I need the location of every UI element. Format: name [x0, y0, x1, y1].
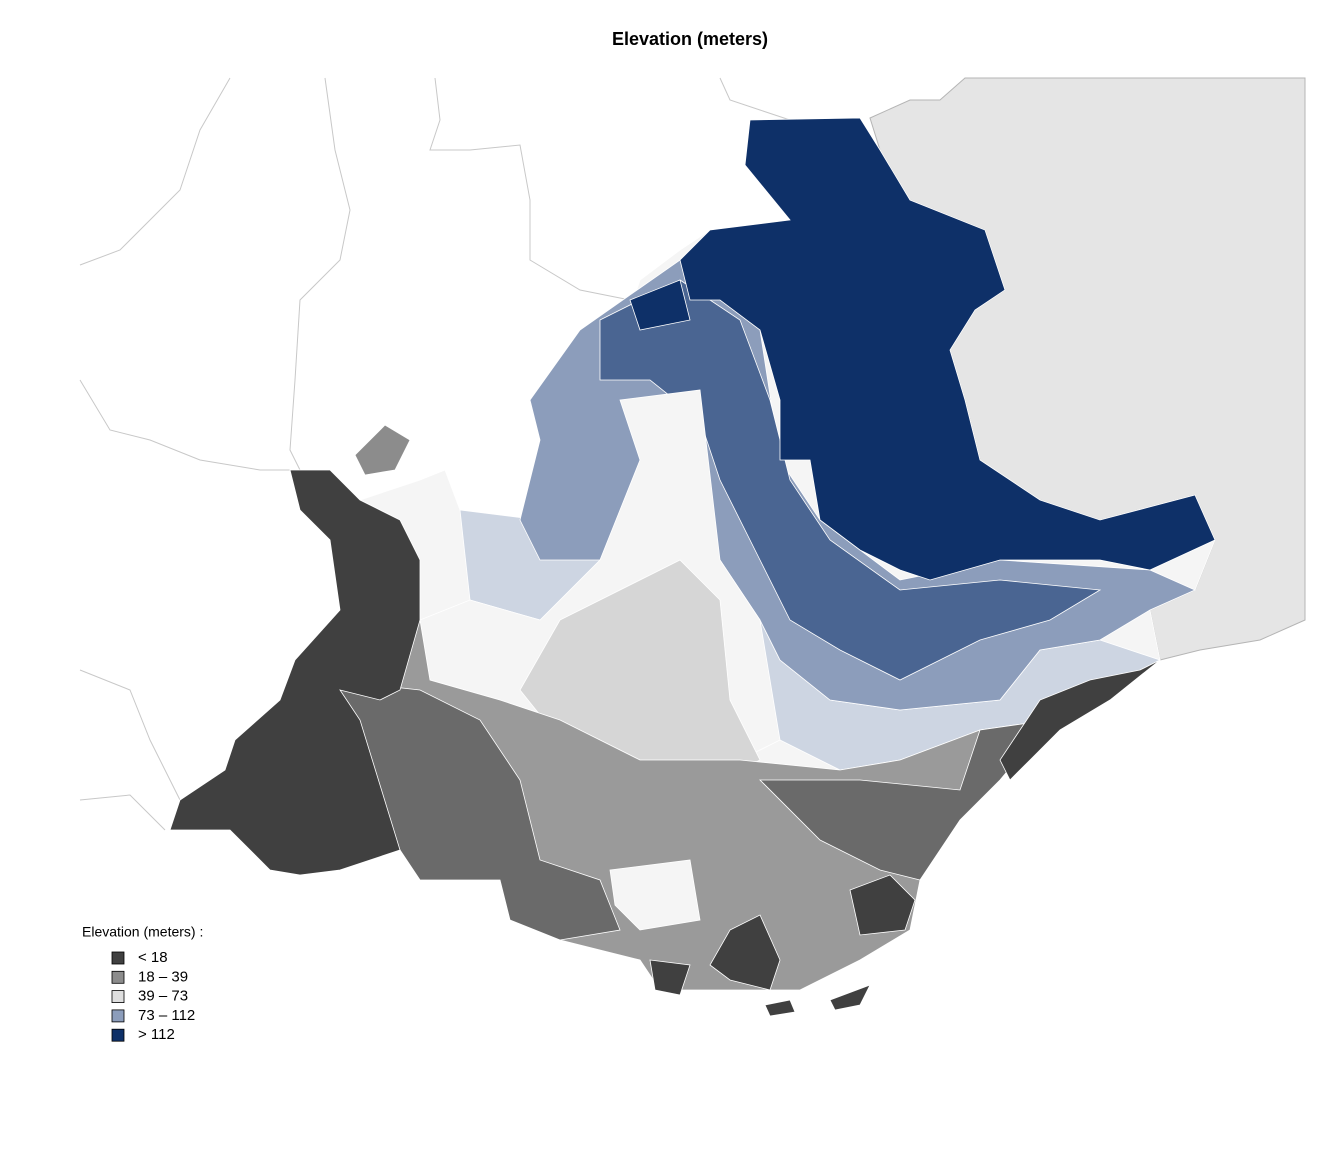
legend-label: 18 – 39	[138, 968, 188, 985]
legend: < 18 18 – 39 39 – 73 73 – 112 > 112	[111, 949, 195, 1043]
legend-label: 39 – 73	[138, 988, 188, 1005]
legend-label: < 18	[138, 949, 168, 966]
legend-swatch	[111, 1028, 125, 1042]
legend-label: > 112	[138, 1026, 175, 1043]
regions	[169, 117, 1216, 1017]
map-title: Elevation (meters)	[612, 29, 768, 49]
legend-label: 73 – 112	[138, 1007, 195, 1024]
legend-swatch	[111, 951, 125, 965]
legend-swatch	[111, 990, 125, 1003]
legend-swatch	[111, 970, 125, 984]
legend-title: Elevation (meters) :	[82, 924, 203, 940]
legend-swatch	[111, 1009, 125, 1023]
